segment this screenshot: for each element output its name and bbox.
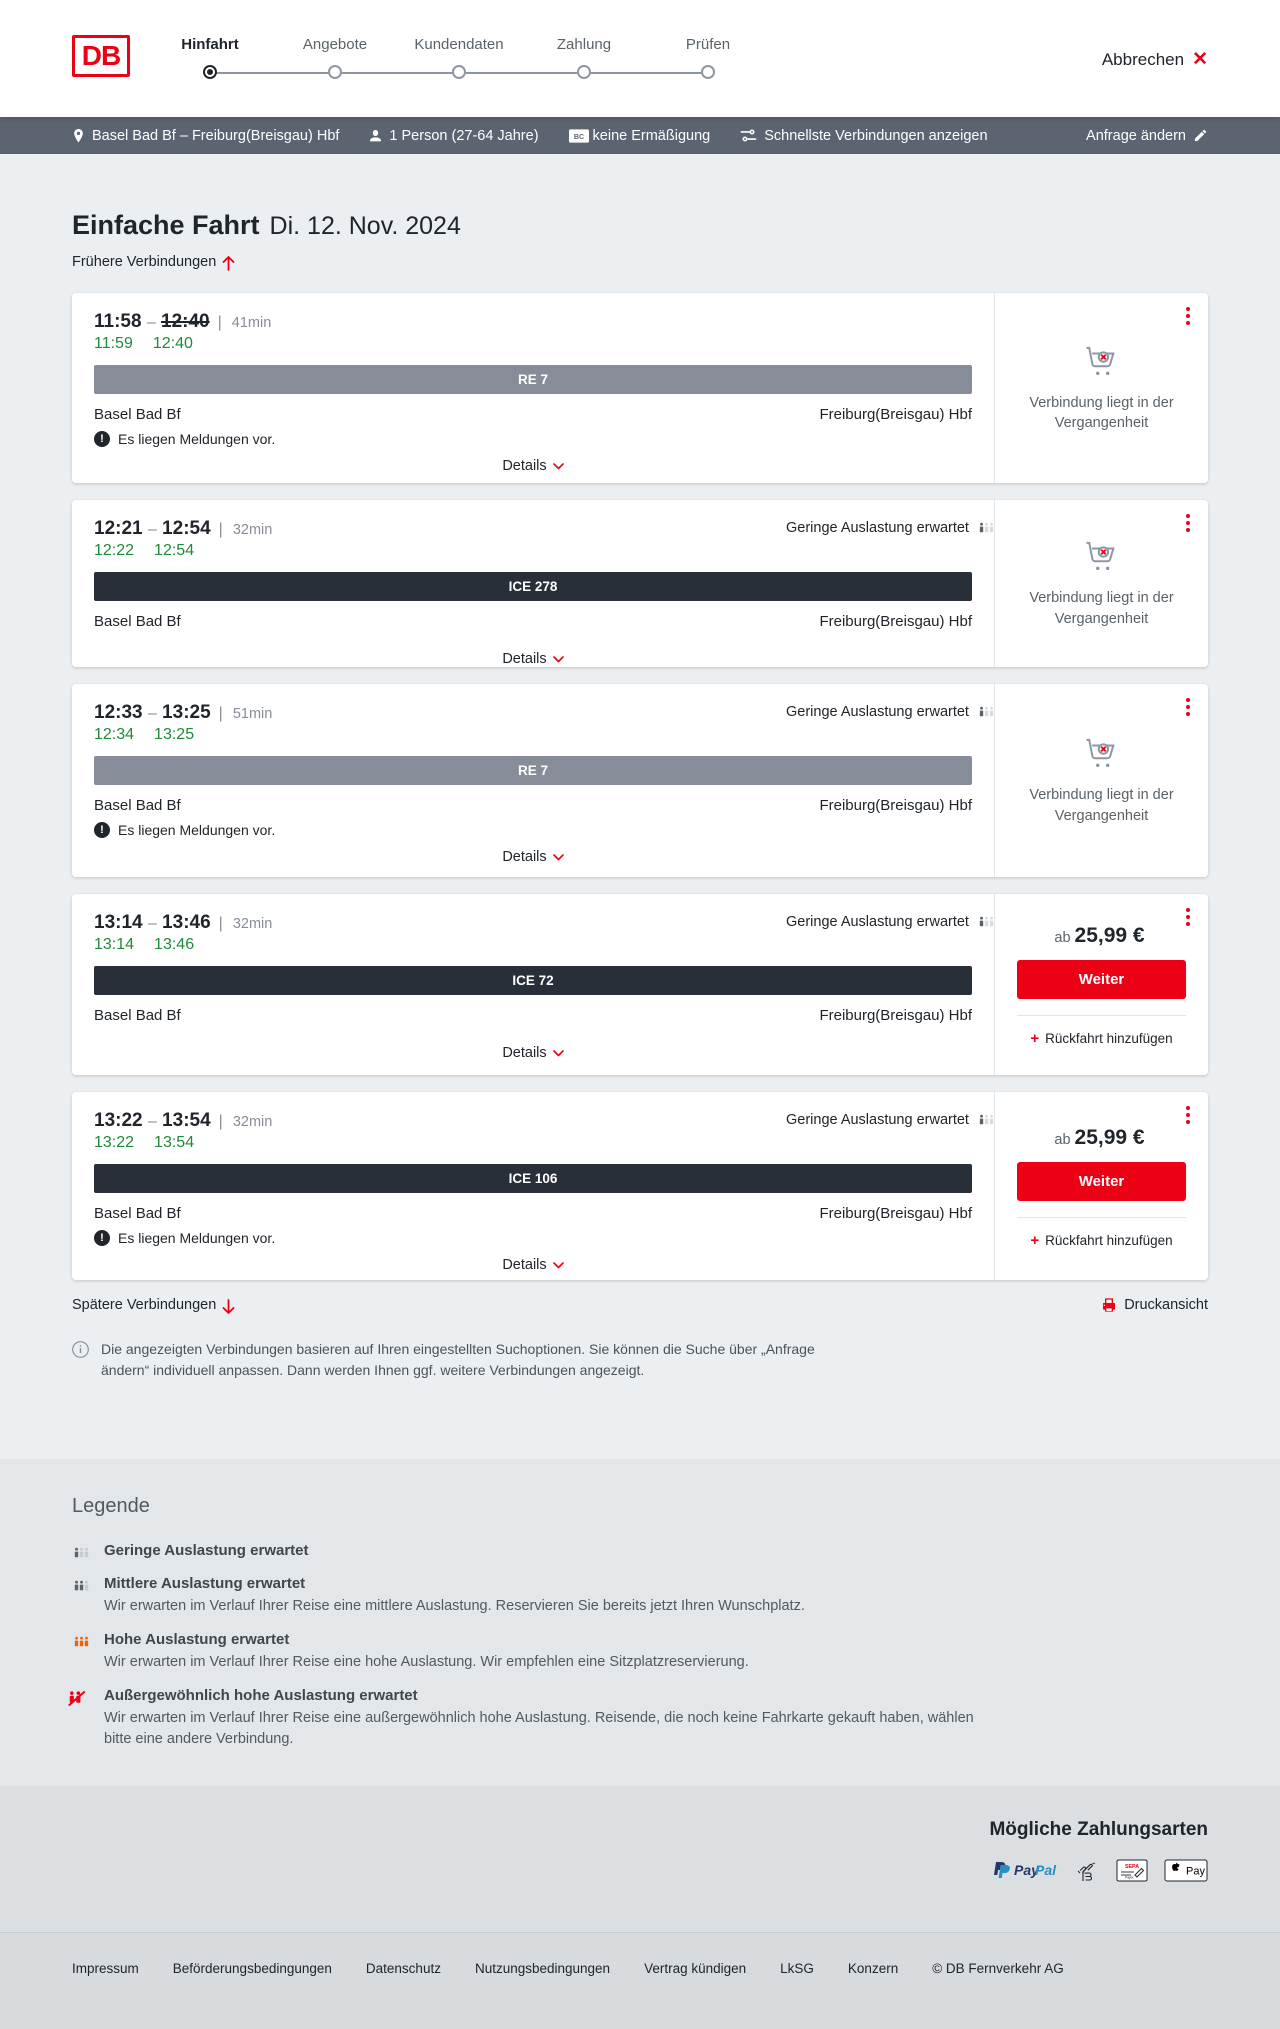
svg-text:Payer: Payer <box>1125 1876 1135 1880</box>
svg-text:SEPA: SEPA <box>1125 1864 1139 1870</box>
svg-text:Pay: Pay <box>1186 1866 1205 1878</box>
svg-text:BC: BC <box>573 132 583 140</box>
svg-text:Pal: Pal <box>1035 1862 1057 1878</box>
